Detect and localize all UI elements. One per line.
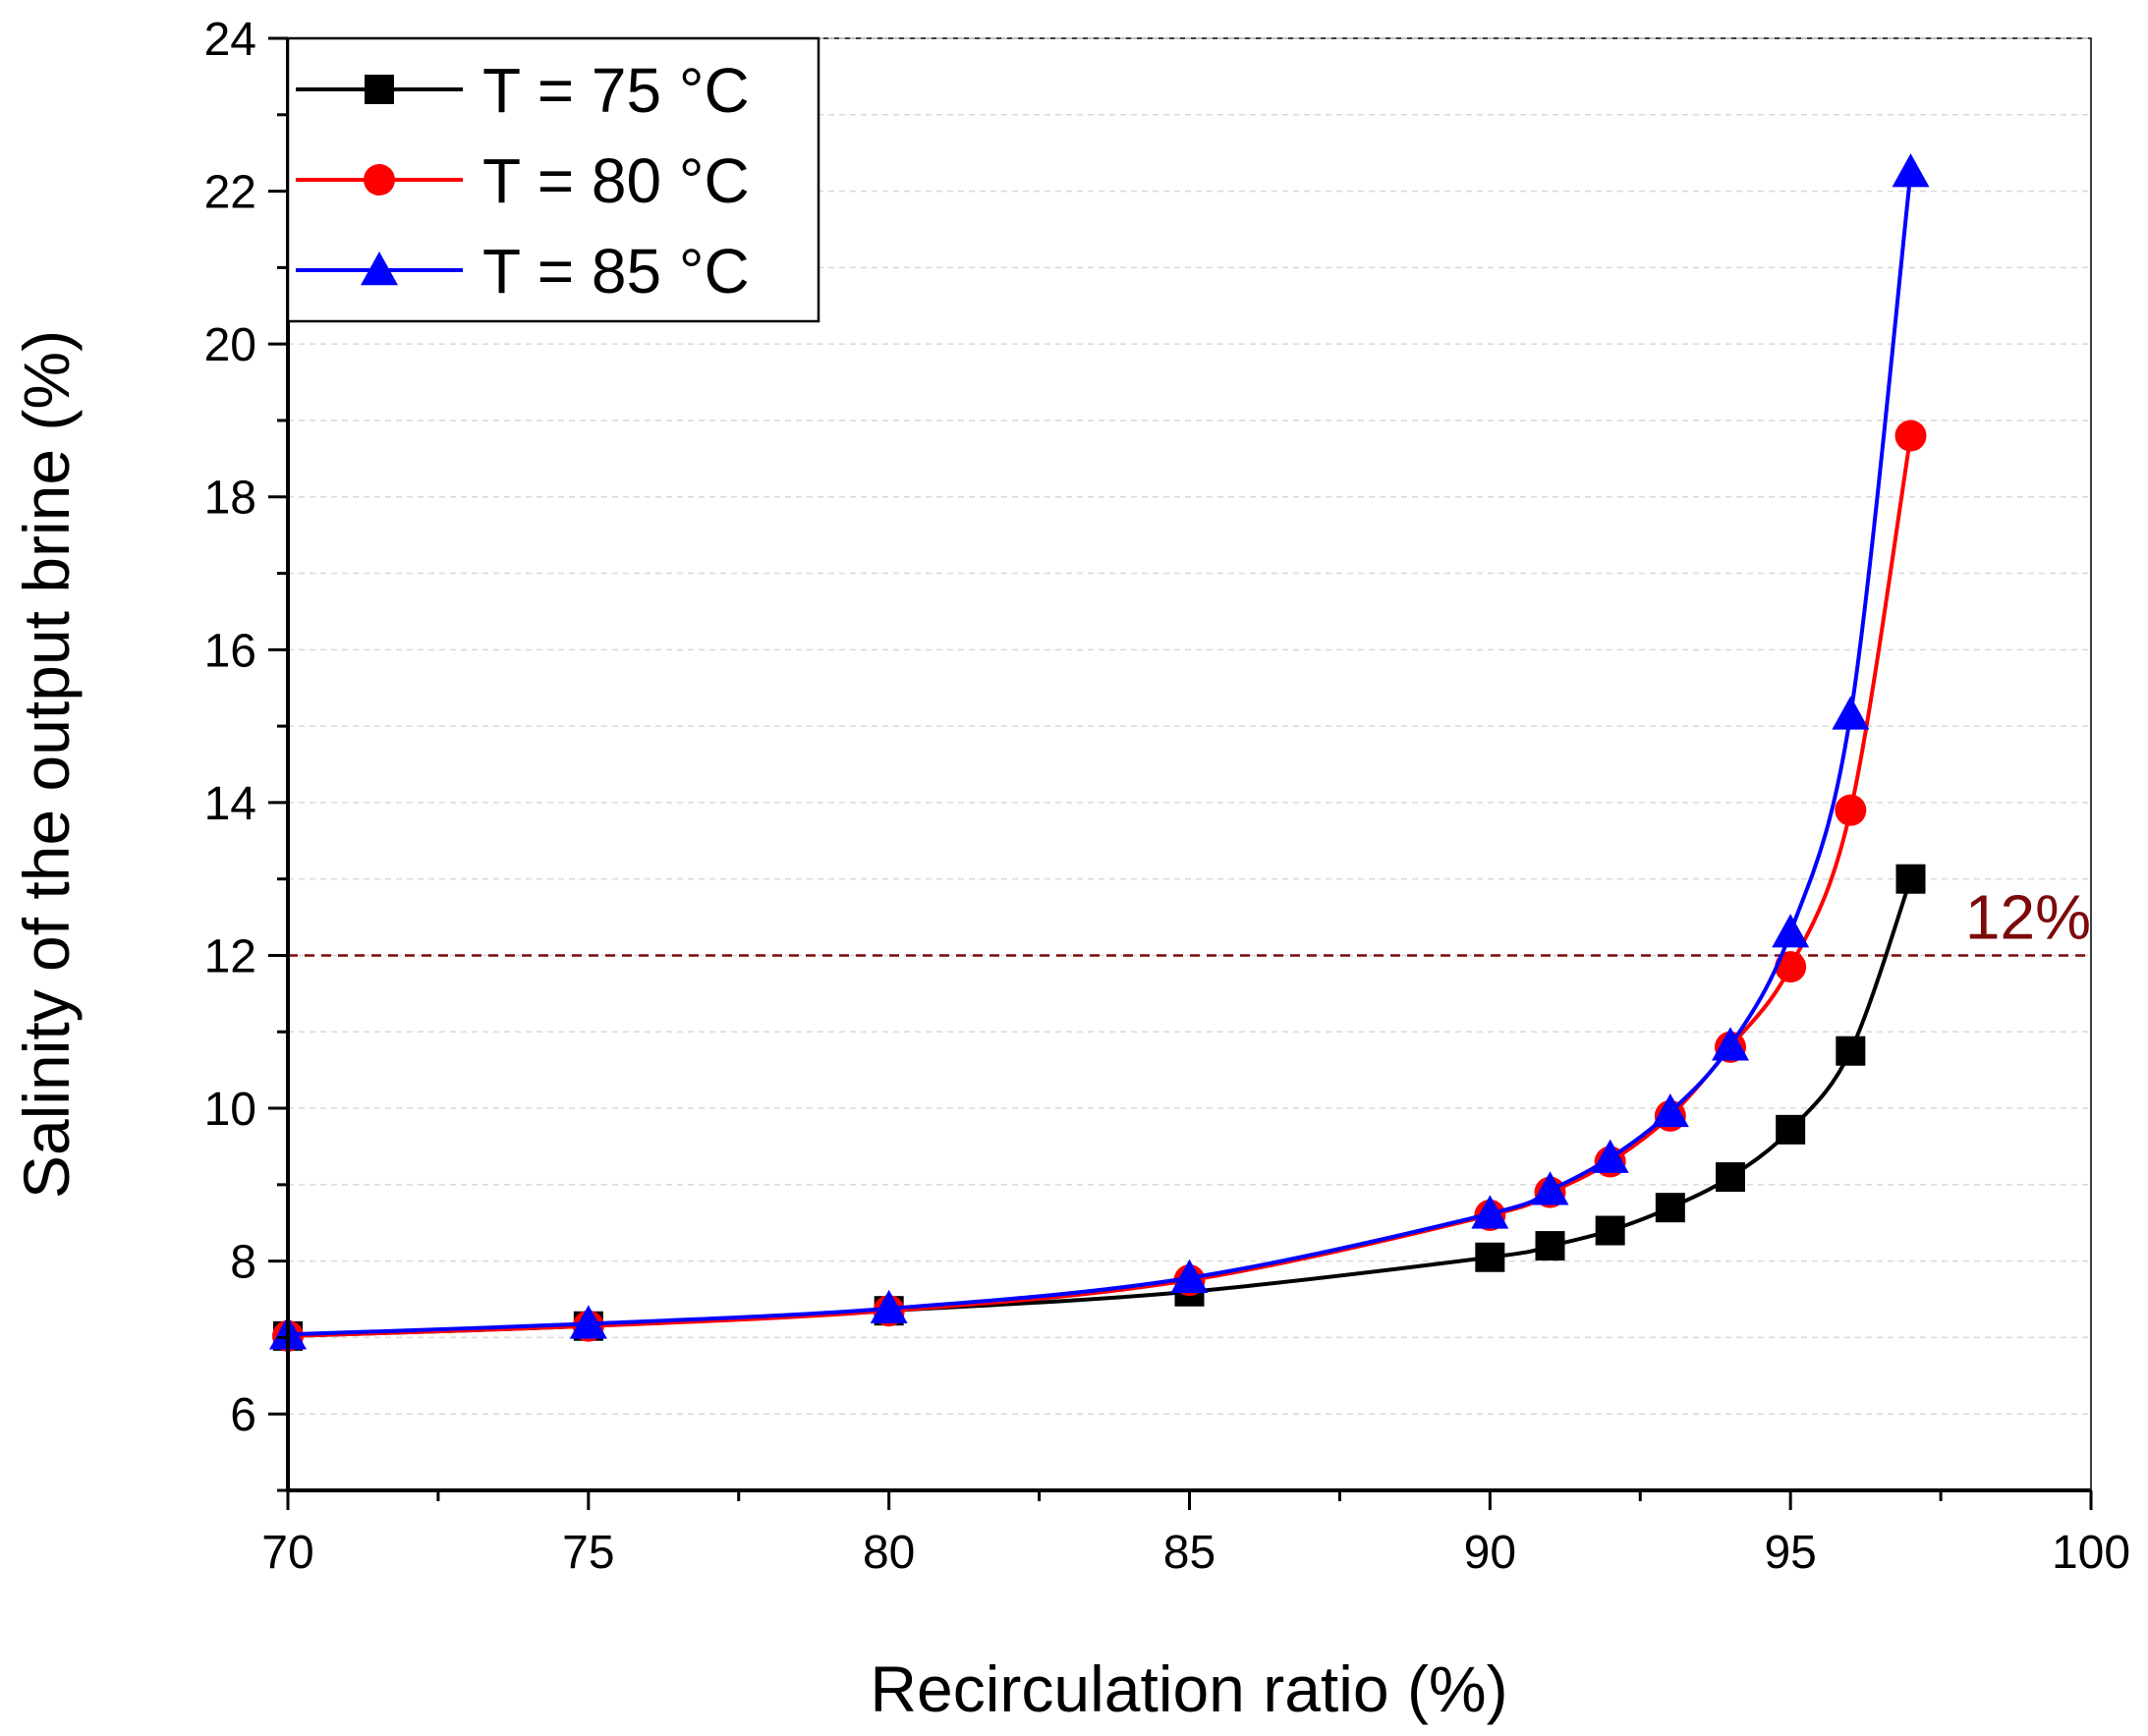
data-point-triangle: [1712, 1027, 1749, 1061]
y-tick-label: 8: [230, 1237, 256, 1289]
legend-label: T = 85 °C: [482, 236, 750, 307]
y-tick-label: 22: [204, 167, 256, 219]
x-tick-label: 95: [1764, 1527, 1816, 1579]
reference-line-group: 12%: [288, 881, 2091, 957]
data-point-triangle: [1531, 1171, 1569, 1205]
legend-marker-circle: [364, 164, 395, 196]
data-point-triangle: [1170, 1259, 1209, 1293]
legend: T = 75 °C T = 80 °C T = 85 °C: [286, 36, 820, 323]
legend-label: T = 80 °C: [482, 145, 750, 216]
data-point-triangle: [1591, 1139, 1629, 1173]
data-point-circle: [1894, 420, 1927, 452]
data-point-triangle: [870, 1289, 908, 1324]
data-point-triangle: [569, 1305, 607, 1339]
legend-marker-triangle: [361, 252, 398, 286]
data-point-circle: [1835, 794, 1867, 826]
data-point-square: [1535, 1231, 1565, 1261]
data-point-triangle: [1832, 696, 1870, 730]
legend-marker-square: [365, 75, 394, 104]
data-point-square: [1595, 1215, 1625, 1246]
y-tick-label: 10: [204, 1084, 256, 1136]
x-tick-label: 85: [1163, 1527, 1215, 1579]
axes: 70 75 80 85 90 95 100 6 8 10 12 14 16 18 20 22 24: [204, 14, 2130, 1579]
y-tick-label: 14: [204, 778, 256, 830]
x-axis-title: Recirculation ratio (%): [870, 1652, 1507, 1725]
reference-line-label: 12%: [1965, 881, 2091, 952]
data-point-square: [1716, 1162, 1745, 1193]
series-triangle: [269, 153, 1930, 1350]
data-point-triangle: [1772, 914, 1810, 948]
y-tick-label: 12: [204, 930, 256, 982]
data-point-triangle: [1892, 153, 1930, 188]
x-tick-label: 70: [261, 1527, 313, 1579]
data-point-square: [1895, 864, 1926, 894]
y-axis-title: Salinity of the output brine (%): [10, 330, 83, 1199]
y-tick-label: 18: [204, 473, 256, 525]
y-tick-label: 20: [204, 319, 256, 371]
y-tick-label: 6: [230, 1389, 256, 1441]
data-point-square: [1836, 1036, 1866, 1066]
y-tick-label: 24: [204, 14, 256, 66]
x-tick-label: 80: [863, 1527, 915, 1579]
legend-label: T = 75 °C: [482, 55, 750, 126]
x-tick-label: 100: [2052, 1527, 2130, 1579]
data-point-square: [1776, 1114, 1806, 1145]
data-point-square: [1655, 1193, 1685, 1223]
x-tick-label: 90: [1464, 1527, 1516, 1579]
x-tick-label: 75: [562, 1527, 614, 1579]
data-point-square: [1475, 1242, 1505, 1272]
y-tick-label: 16: [204, 625, 256, 677]
grid-lines: [288, 37, 2091, 1491]
data-point-triangle: [1471, 1195, 1509, 1229]
data-point-triangle: [1651, 1092, 1689, 1128]
data-point-circle: [1775, 951, 1807, 983]
